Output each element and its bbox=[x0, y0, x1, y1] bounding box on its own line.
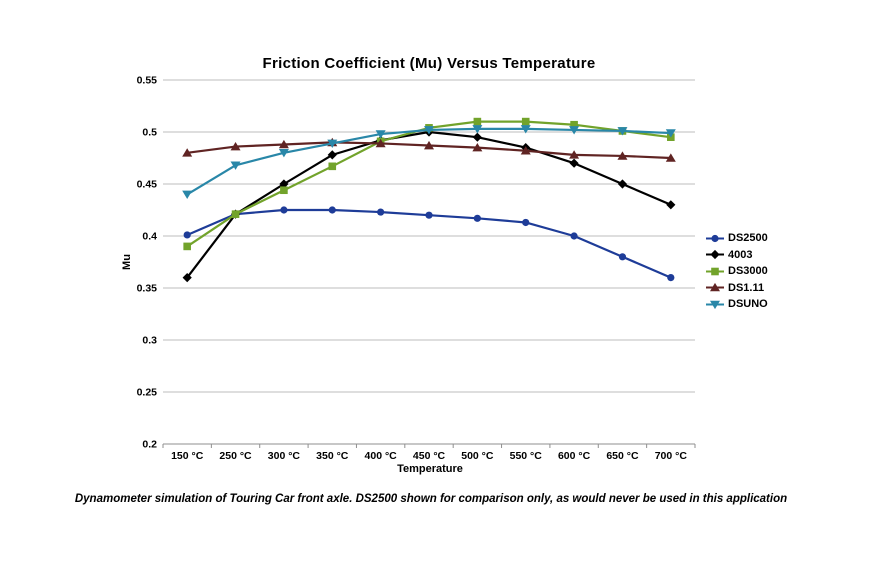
series-marker-DS2500 bbox=[570, 232, 578, 240]
x-tick-label: 550 °C bbox=[510, 450, 543, 462]
series-marker-DSUNO bbox=[278, 149, 289, 158]
series-line-DSUNO bbox=[186, 127, 672, 196]
legend-item-DS1.11: DS1.11 bbox=[706, 282, 768, 295]
x-tick-label: 500 °C bbox=[461, 450, 494, 462]
y-tick-label: 0.4 bbox=[142, 231, 157, 243]
square-legend-marker bbox=[711, 267, 719, 276]
legend-item-4003: 4003 bbox=[706, 249, 768, 262]
series-marker-DS2500 bbox=[377, 208, 385, 216]
series-marker-DS1.11 bbox=[520, 146, 531, 155]
series-marker-DS2500 bbox=[280, 206, 288, 214]
series-line-DS2500 bbox=[186, 208, 672, 279]
series-marker-DS1.11 bbox=[182, 148, 193, 157]
series-marker-DSUNO bbox=[472, 125, 483, 134]
x-axis-title: Temperature bbox=[397, 463, 463, 475]
legend-item-DS2500: DS2500 bbox=[706, 232, 768, 245]
y-axis-title: Mu bbox=[121, 254, 133, 270]
chart-title: Friction Coefficient (Mu) Versus Tempera… bbox=[262, 55, 596, 72]
series-marker-DS3000 bbox=[280, 186, 288, 195]
x-tick-label: 350 °C bbox=[316, 450, 349, 462]
series-marker-DS2500 bbox=[667, 274, 675, 282]
x-tick-label: 250 °C bbox=[219, 450, 252, 462]
series-marker-DSUNO bbox=[617, 127, 628, 136]
series-marker-DS3000 bbox=[521, 117, 530, 126]
series-marker-DS1.11 bbox=[472, 143, 483, 152]
series-marker-DSUNO bbox=[665, 129, 676, 138]
legend-label: 4003 bbox=[728, 248, 753, 261]
series-line-4003 bbox=[186, 130, 672, 279]
y-tick-label: 0.45 bbox=[137, 179, 158, 191]
legend-label: DS3000 bbox=[728, 265, 768, 278]
series-marker-DS2500 bbox=[425, 211, 433, 219]
series-marker-DS2500 bbox=[183, 231, 191, 239]
series-marker-DSUNO bbox=[375, 130, 386, 139]
series-marker-4003 bbox=[279, 179, 289, 189]
series-marker-DS1.11 bbox=[569, 150, 580, 159]
series-marker-DS3000 bbox=[328, 162, 337, 171]
y-tick-label: 0.25 bbox=[137, 387, 158, 399]
series-marker-DS3000 bbox=[231, 210, 240, 218]
series-marker-DS1.11 bbox=[278, 139, 289, 149]
x-tick-label: 700 °C bbox=[655, 450, 688, 462]
series-marker-4003 bbox=[569, 158, 579, 168]
legend-label: DS2500 bbox=[728, 232, 768, 245]
y-tick-label: 0.2 bbox=[142, 439, 157, 451]
circle-legend-marker bbox=[711, 234, 719, 242]
square-legend-icon bbox=[706, 267, 724, 276]
series-marker-4003 bbox=[666, 200, 676, 210]
series-marker-DS1.11 bbox=[230, 141, 241, 151]
legend-label: DS1.11 bbox=[728, 281, 765, 294]
series-marker-4003 bbox=[472, 132, 482, 142]
series-marker-DSUNO bbox=[327, 139, 338, 149]
x-tick-label: 600 °C bbox=[558, 450, 591, 462]
series-marker-4003 bbox=[182, 273, 192, 283]
x-tick-label: 450 °C bbox=[413, 450, 446, 462]
triangle-up-legend-marker bbox=[710, 283, 720, 292]
legend-item-DSUNO: DSUNO bbox=[706, 298, 768, 311]
series-marker-DS2500 bbox=[618, 253, 627, 261]
y-tick-label: 0.3 bbox=[142, 335, 157, 347]
y-tick-label: 0.5 bbox=[142, 127, 157, 139]
series-marker-DSUNO bbox=[569, 126, 580, 135]
triangle-down-legend-marker bbox=[710, 300, 720, 309]
series-marker-DSUNO bbox=[230, 161, 241, 170]
legend-item-DS3000: DS3000 bbox=[706, 265, 768, 278]
triangle-down-legend-icon bbox=[706, 300, 724, 309]
series-marker-4003 bbox=[327, 150, 337, 160]
triangle-up-legend-icon bbox=[706, 283, 724, 292]
series-marker-DS1.11 bbox=[375, 138, 386, 148]
diamond-legend-icon bbox=[706, 250, 724, 260]
diamond-legend-marker bbox=[710, 250, 720, 260]
series-marker-4003 bbox=[617, 179, 628, 189]
series-marker-DS1.11 bbox=[617, 151, 628, 160]
y-tick-label: 0.35 bbox=[137, 283, 158, 295]
y-tick-label: 0.55 bbox=[137, 75, 158, 87]
circle-legend-icon bbox=[706, 234, 724, 242]
series-marker-DS1.11 bbox=[665, 153, 676, 162]
series-marker-DS3000 bbox=[570, 120, 578, 129]
series-marker-DSUNO bbox=[424, 126, 434, 135]
series-marker-DS3000 bbox=[473, 117, 482, 126]
legend-label: DSUNO bbox=[728, 298, 768, 311]
chart-legend: DS2500 4003 DS3000 DS1.11 DSUNO bbox=[706, 232, 768, 311]
series-marker-DSUNO bbox=[182, 190, 193, 199]
series-marker-DS2500 bbox=[522, 218, 530, 227]
chart-caption: Dynamometer simulation of Touring Car fr… bbox=[74, 493, 788, 505]
series-marker-DS2500 bbox=[473, 214, 481, 222]
series-marker-DSUNO bbox=[520, 125, 531, 134]
x-tick-label: 650 °C bbox=[606, 450, 639, 462]
x-tick-label: 300 °C bbox=[268, 450, 301, 462]
series-marker-DS1.11 bbox=[424, 140, 434, 150]
series-marker-DS2500 bbox=[328, 206, 336, 214]
series-marker-DS3000 bbox=[183, 242, 191, 251]
x-tick-label: 400 °C bbox=[365, 450, 398, 462]
x-tick-label: 150 °C bbox=[171, 450, 204, 462]
